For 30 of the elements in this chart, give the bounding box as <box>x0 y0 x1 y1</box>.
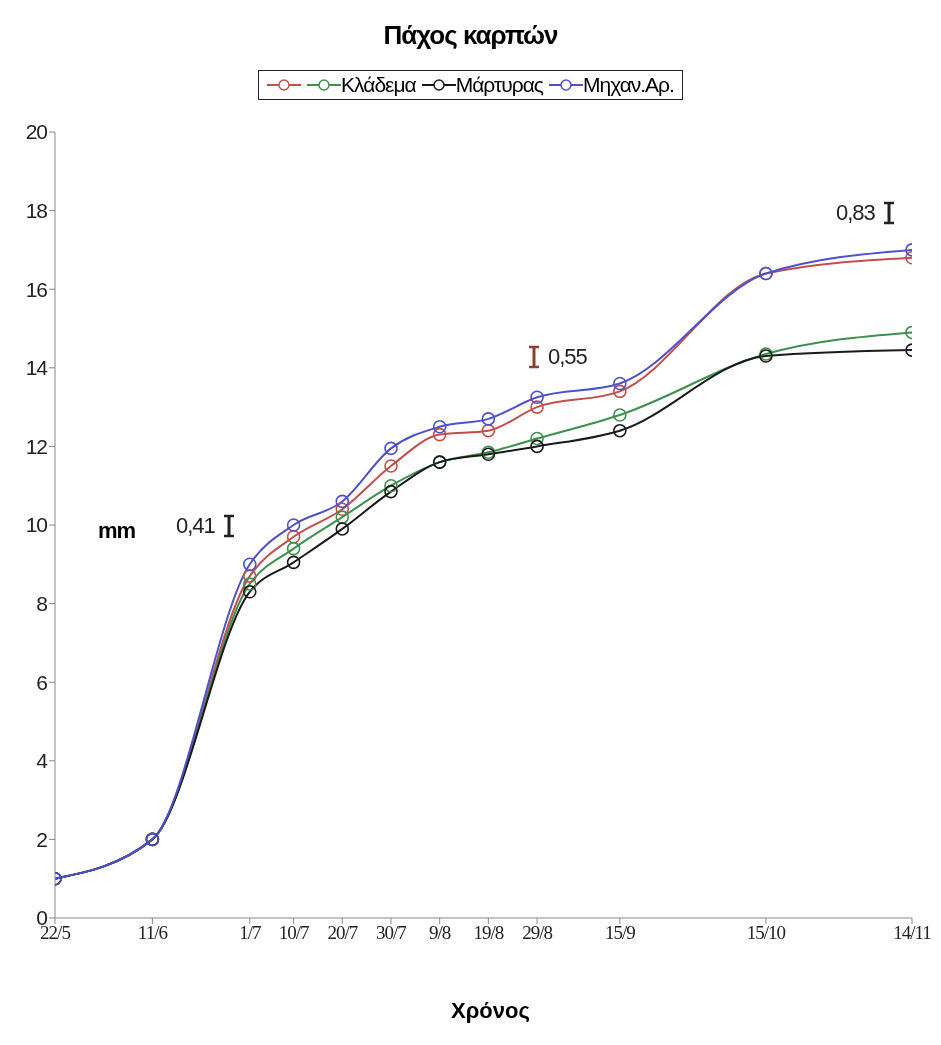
chart-title: Πάχος καρπών <box>382 20 559 51</box>
legend-label: Κλάδεμα <box>341 73 416 97</box>
x-axis-title: Χρόνος <box>450 998 531 1024</box>
x-tick-label: 30/7 <box>376 922 407 944</box>
y-tick-label: 18 <box>25 199 48 223</box>
y-axis-title: mm <box>98 518 136 544</box>
y-tick-label: 10 <box>25 513 48 537</box>
y-tick-label: 14 <box>25 356 49 380</box>
y-tick-label: 2 <box>36 827 48 851</box>
x-tick-label: 20/7 <box>327 922 358 944</box>
x-tick-label: 10/7 <box>278 922 309 944</box>
legend-label: Μάρτυρας <box>455 73 543 97</box>
x-tick-label: 1/7 <box>239 922 261 944</box>
y-tick-label: 6 <box>36 670 48 694</box>
annotation: 0,83 <box>836 200 875 226</box>
y-tick-label: 8 <box>36 592 48 616</box>
y-tick-label: 16 <box>25 277 48 301</box>
x-tick-label: 15/9 <box>604 922 636 944</box>
x-tick-label: 29/8 <box>522 922 553 944</box>
annotation: 0,55 <box>548 344 587 370</box>
annotation: 0,41 <box>176 513 215 539</box>
y-tick-label: 12 <box>25 434 48 458</box>
y-tick-label: 4 <box>36 749 49 773</box>
x-tick-label: 19/8 <box>473 922 504 944</box>
x-tick-label: 15/10 <box>746 922 786 944</box>
x-tick-label: 9/8 <box>429 922 451 944</box>
legend-label: Μηχαν.Αρ. <box>583 73 674 97</box>
y-tick-label: 20 <box>25 120 48 144</box>
x-tick-label: 11/6 <box>137 922 168 944</box>
x-tick-label: 14/11 <box>893 922 932 944</box>
